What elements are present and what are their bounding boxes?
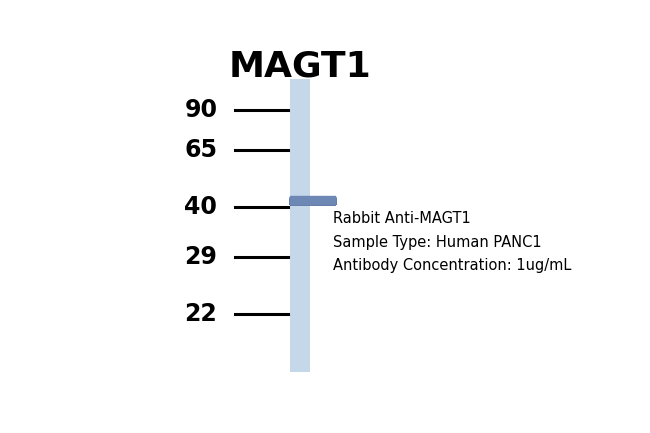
Text: 22: 22 [185, 302, 217, 326]
Text: 65: 65 [184, 138, 217, 162]
Text: Sample Type: Human PANC1: Sample Type: Human PANC1 [333, 235, 541, 249]
Text: Rabbit Anti-MAGT1: Rabbit Anti-MAGT1 [333, 211, 471, 226]
Text: 90: 90 [184, 98, 217, 122]
Text: 40: 40 [185, 195, 217, 219]
Text: MAGT1: MAGT1 [229, 50, 372, 84]
Bar [291, 79, 311, 372]
Text: 29: 29 [185, 245, 217, 269]
Text: Antibody Concentration: 1ug/mL: Antibody Concentration: 1ug/mL [333, 258, 571, 273]
